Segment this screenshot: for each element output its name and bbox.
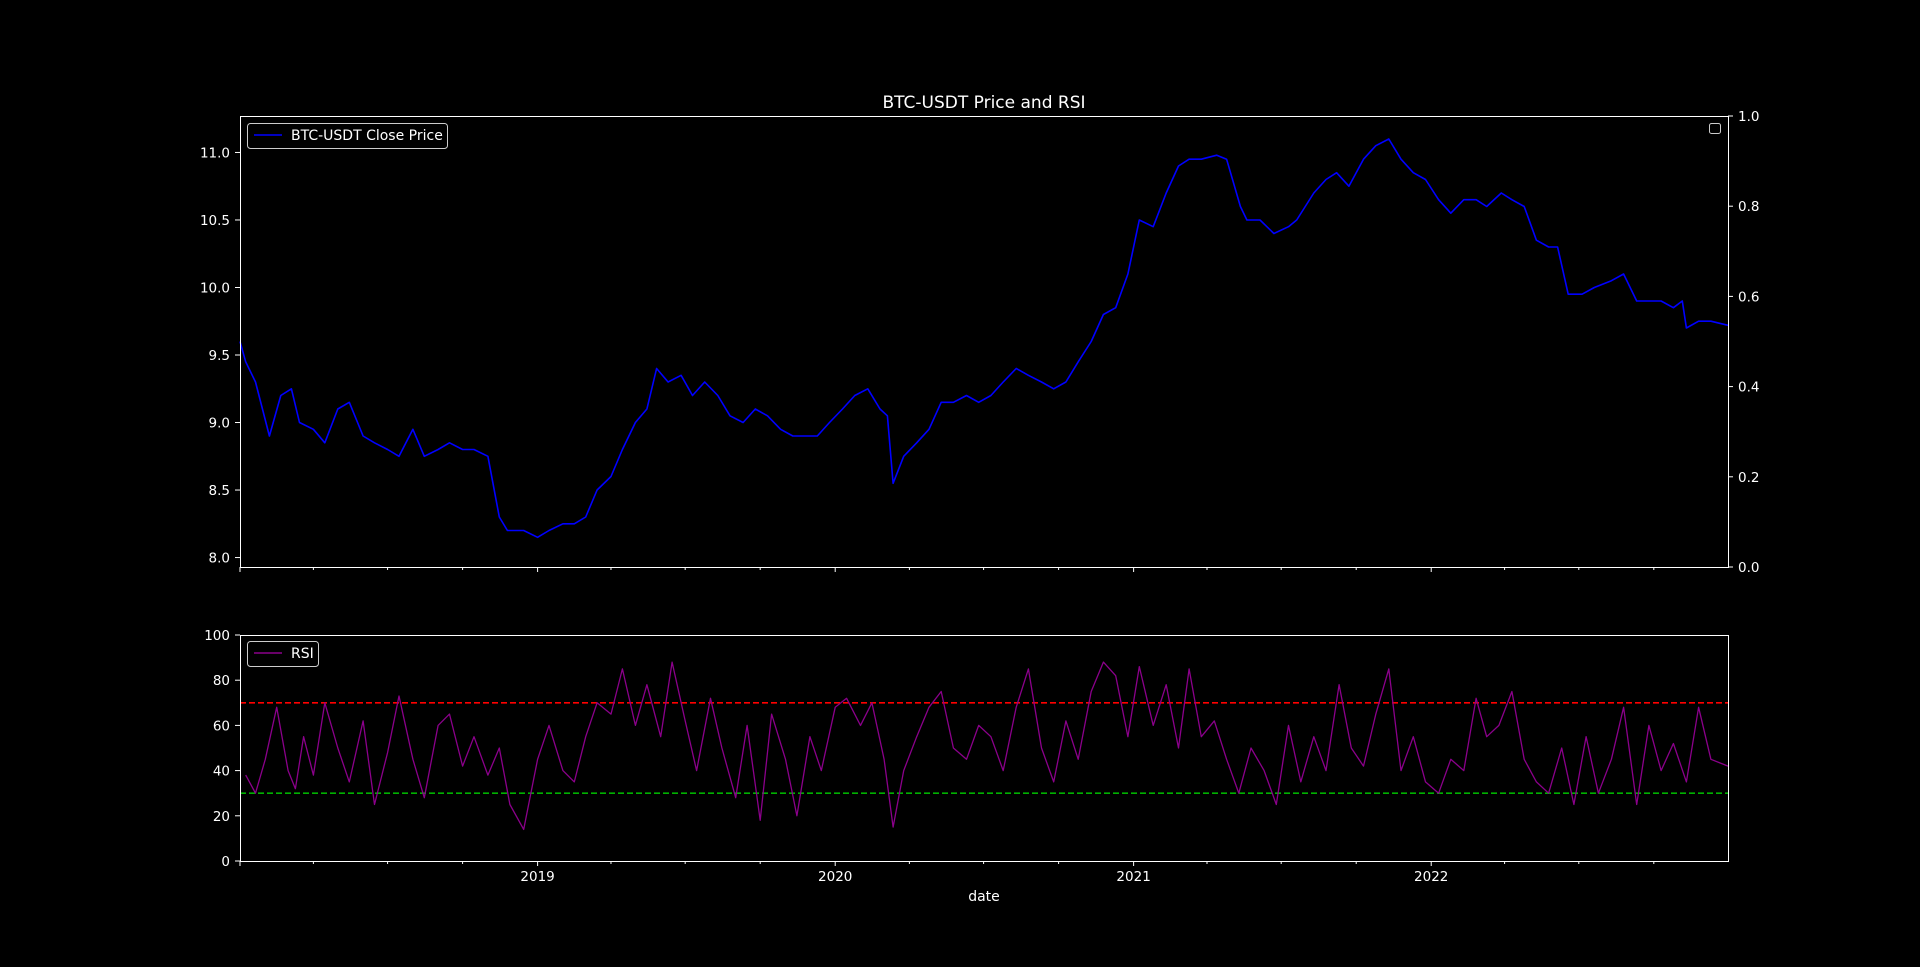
price-y2-tick-label: 0.4 xyxy=(1738,380,1759,396)
rsi-axes-frame xyxy=(240,635,1729,862)
rsi-legend-box xyxy=(247,641,319,667)
rsi-y-tick-label: 60 xyxy=(213,718,230,734)
price-y-tick-label: 10.0 xyxy=(200,280,230,296)
x-tick-label: 2020 xyxy=(818,869,852,885)
price-y-tick-label: 9.5 xyxy=(209,348,230,364)
price-y2-tick-label: 0.8 xyxy=(1738,199,1759,215)
x-tick-label: 2022 xyxy=(1414,869,1448,885)
rsi-line xyxy=(245,661,1729,831)
price-legend: BTC-USDT Close Price xyxy=(247,123,448,149)
price-y-tick-label: 9.0 xyxy=(209,416,230,432)
secondary-legend-box xyxy=(1709,123,1721,134)
price-y2-tick-label: 0.0 xyxy=(1738,560,1759,576)
price-y-tick-label: 8.0 xyxy=(209,551,230,567)
rsi-y-axis: 0 20 40 60 80 100 xyxy=(204,628,240,870)
price-line xyxy=(239,138,1729,539)
price-y2-tick-label: 1.0 xyxy=(1738,109,1759,125)
x-tick-label: 2019 xyxy=(520,869,554,885)
x-tick-label: 2021 xyxy=(1116,869,1150,885)
price-x-axis xyxy=(239,567,1655,572)
price-y-axis: 8.0 8.5 9.0 9.5 10.0 10.5 11.0 xyxy=(200,145,240,567)
rsi-y-tick-label: 80 xyxy=(213,673,230,689)
price-legend-label: BTC-USDT Close Price xyxy=(291,128,443,144)
rsi-y-tick-label: 40 xyxy=(213,764,230,780)
chart-title: BTC-USDT Price and RSI xyxy=(882,93,1085,113)
price-y-tick-label: 10.5 xyxy=(200,213,230,229)
price-y-tick-label: 11.0 xyxy=(200,145,230,161)
rsi-y-tick-label: 100 xyxy=(204,628,230,644)
price-y2-tick-label: 0.6 xyxy=(1738,289,1759,305)
rsi-x-axis-label: date xyxy=(968,889,1000,905)
rsi-x-axis: 2019 2020 2021 2022 xyxy=(239,861,1655,885)
price-legend-box xyxy=(247,123,448,149)
price-panel: 8.0 8.5 9.0 9.5 10.0 10.5 11.0 0.0 0.2 0.4 0.6 0.8… xyxy=(200,109,1760,576)
price-axes-frame xyxy=(240,116,1729,568)
price-secondary-y-axis: 0.0 0.2 0.4 0.6 0.8 1.0 xyxy=(1728,109,1759,576)
rsi-y-tick-label: 20 xyxy=(213,809,230,825)
rsi-legend: RSI xyxy=(247,641,319,667)
price-y2-tick-label: 0.2 xyxy=(1738,470,1759,486)
rsi-y-tick-label: 0 xyxy=(221,854,230,870)
price-y-tick-label: 8.5 xyxy=(209,483,230,499)
rsi-legend-label: RSI xyxy=(291,646,314,662)
rsi-panel: 0 20 40 60 80 100 2019 2020 2021 2022 RSI date xyxy=(204,628,1729,905)
